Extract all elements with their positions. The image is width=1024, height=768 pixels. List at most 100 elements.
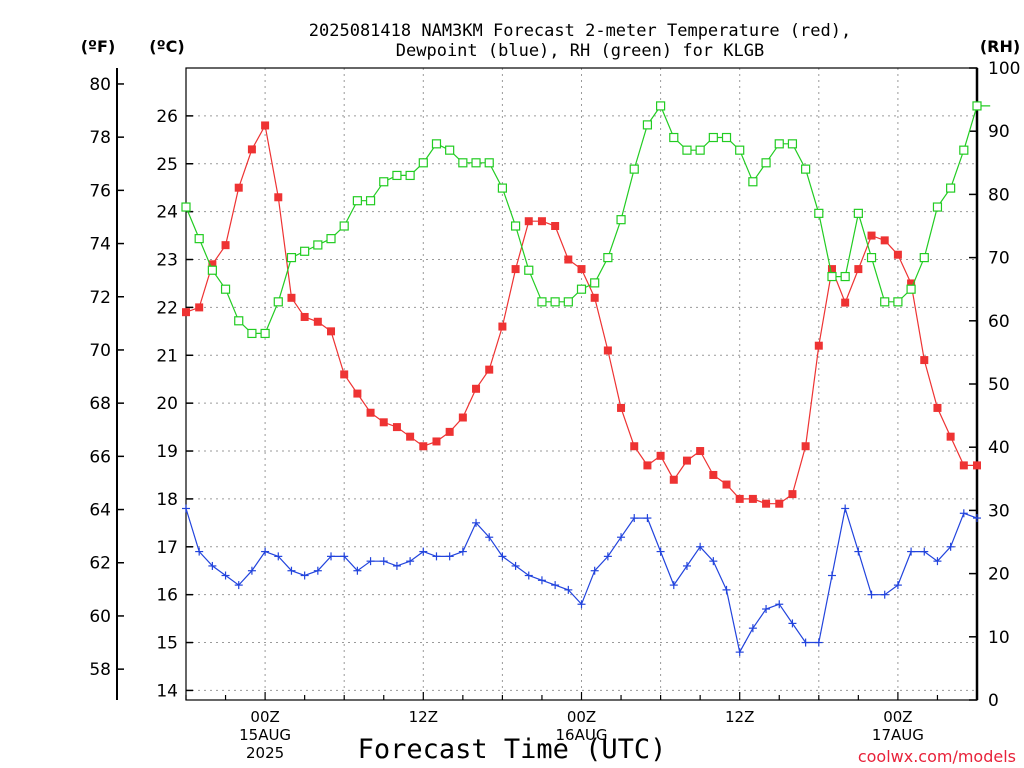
data-point-rh: [893, 297, 903, 307]
data-point-dewpoint: [973, 514, 981, 523]
data-point-dewpoint: [735, 648, 744, 657]
x-axis-title: Forecast Time (UTC): [358, 734, 667, 765]
data-point-dewpoint: [880, 590, 889, 599]
data-point-temperature: [472, 384, 481, 393]
data-point-temperature: [564, 255, 573, 264]
x-tick-label: 2025: [246, 744, 284, 762]
series-rh: [181, 101, 991, 339]
data-point-rh: [234, 316, 244, 326]
data-point-rh: [458, 158, 468, 168]
data-point-dewpoint: [445, 552, 454, 561]
data-point-dewpoint: [630, 514, 639, 523]
fahrenheit-unit-label: (ºF): [81, 37, 116, 56]
data-point-rh: [801, 164, 811, 174]
fahrenheit-tick-label: 72: [89, 288, 111, 308]
data-point-dewpoint: [946, 542, 955, 551]
data-point-rh: [313, 240, 323, 250]
celsius-tick-label: 14: [156, 681, 178, 701]
data-point-rh: [418, 158, 428, 168]
data-point-temperature: [392, 423, 401, 432]
data-point-rh: [497, 183, 507, 193]
data-point-temperature: [603, 346, 612, 355]
data-point-rh: [471, 158, 481, 168]
data-point-dewpoint: [775, 600, 784, 609]
celsius-tick-label: 20: [156, 394, 178, 414]
data-point-temperature: [485, 365, 494, 374]
data-point-temperature: [735, 494, 744, 503]
data-point-temperature: [445, 427, 454, 436]
data-point-temperature: [841, 298, 850, 307]
fahrenheit-tick-label: 76: [89, 181, 111, 201]
data-point-dewpoint: [406, 557, 415, 566]
data-point-rh: [721, 132, 732, 143]
data-point-rh: [708, 132, 718, 143]
data-point-dewpoint: [261, 547, 270, 556]
data-point-temperature: [973, 461, 981, 470]
data-point-temperature: [551, 222, 560, 230]
celsius-tick-label: 25: [156, 155, 178, 175]
data-point-dewpoint: [814, 638, 823, 647]
data-point-dewpoint: [788, 619, 797, 628]
data-point-dewpoint: [854, 547, 863, 556]
data-point-rh: [695, 145, 705, 155]
data-point-temperature: [775, 499, 784, 508]
data-point-temperature: [762, 499, 771, 508]
data-point-rh: [405, 170, 415, 181]
series-temperature: [182, 121, 981, 508]
data-point-temperature: [643, 461, 652, 470]
data-point-dewpoint: [709, 557, 718, 566]
data-point-temperature: [748, 494, 757, 503]
data-point-rh: [445, 145, 455, 155]
data-point-rh: [379, 177, 389, 187]
fahrenheit-tick-label: 58: [89, 660, 111, 680]
data-point-rh: [550, 297, 560, 307]
data-point-dewpoint: [458, 547, 467, 556]
data-point-dewpoint: [722, 585, 731, 594]
fahrenheit-tick-label: 62: [89, 554, 111, 574]
data-point-rh: [484, 158, 494, 168]
data-point-temperature: [920, 356, 929, 365]
data-point-dewpoint: [432, 552, 441, 561]
celsius-tick-label: 19: [156, 442, 178, 462]
data-point-dewpoint: [643, 514, 652, 523]
data-point-rh: [247, 328, 257, 339]
rh-tick-label: 50: [988, 375, 1010, 395]
series-line-rh: [185, 104, 991, 334]
data-point-dewpoint: [617, 533, 626, 542]
data-point-dewpoint: [893, 581, 902, 590]
data-point-dewpoint: [485, 533, 494, 542]
data-point-temperature: [379, 418, 388, 427]
data-point-temperature: [537, 217, 546, 226]
celsius-tick-label: 21: [156, 346, 178, 366]
data-point-dewpoint: [682, 561, 691, 570]
data-point-dewpoint: [603, 552, 612, 561]
data-point-rh: [629, 164, 639, 174]
data-point-temperature: [261, 121, 270, 130]
data-point-temperature: [590, 293, 599, 302]
data-point-rh: [260, 328, 270, 339]
data-point-temperature: [933, 403, 942, 412]
data-point-temperature: [880, 236, 889, 245]
data-point-dewpoint: [274, 552, 283, 561]
data-point-rh: [194, 234, 204, 244]
celsius-tick-label: 17: [156, 538, 178, 558]
data-point-dewpoint: [933, 557, 942, 566]
data-point-dewpoint: [590, 566, 599, 575]
x-tick-label: 12Z: [409, 708, 438, 726]
plot-axes: 58 60 62 64 66 68 70 72 74 76 78 80 14 15 16 17 18 19 20 21…: [89, 59, 1020, 762]
data-point-temperature: [854, 265, 863, 274]
data-point-rh: [787, 139, 798, 149]
data-point-temperature: [709, 470, 718, 479]
fahrenheit-tick-label: 60: [89, 607, 111, 627]
fahrenheit-tick-label: 70: [89, 341, 111, 361]
data-point-temperature: [498, 322, 507, 331]
data-point-dewpoint: [392, 561, 401, 570]
data-point-temperature: [313, 317, 322, 326]
data-point-temperature: [788, 490, 797, 499]
data-point-dewpoint: [537, 576, 546, 585]
data-point-temperature: [656, 451, 665, 460]
data-point-temperature: [300, 312, 309, 321]
data-point-rh: [326, 234, 336, 244]
data-point-rh: [682, 145, 692, 155]
